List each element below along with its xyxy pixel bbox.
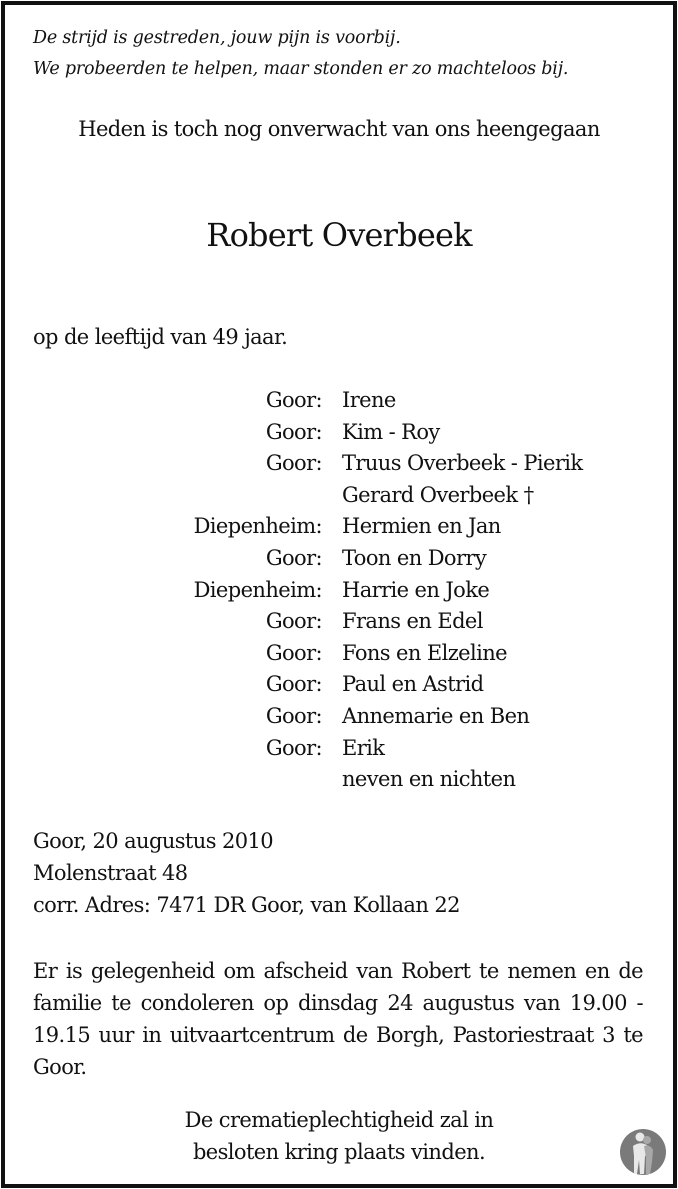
relative-row: Goor: Frans en Edel: [0, 609, 678, 641]
relative-place: Goor:: [265, 735, 323, 760]
age-line: op de leeftijd van 49 jaar.: [33, 325, 288, 349]
verse-line-2: We probeerden te helpen, maar stonden er…: [33, 59, 569, 79]
relative-row: Goor: Paul en Astrid: [0, 672, 678, 704]
relative-name: Harrie en Joke: [342, 577, 490, 602]
address-line-1: Goor, 20 augustus 2010: [33, 829, 274, 853]
relative-name: Kim - Roy: [342, 419, 440, 444]
closing-line-1: De crematieplechtigheid zal in: [184, 1108, 494, 1132]
deceased-name: Robert Overbeek: [206, 216, 472, 254]
relative-name: Irene: [342, 388, 396, 412]
relative-row: neven en nichten: [0, 767, 678, 799]
relative-row: Goor: Fons en Elzeline: [0, 641, 678, 673]
relative-name: Gerard Overbeek †: [342, 482, 534, 507]
relative-name: Toon en Dorry: [342, 546, 487, 570]
relative-row: Goor: Truus Overbeek - Pierik: [0, 451, 678, 483]
relative-row: Goor: Annemarie en Ben: [0, 704, 678, 736]
relative-row: Goor: Kim - Roy: [0, 420, 678, 452]
verse-line-1: De strijd is gestreden, jouw pijn is voo…: [33, 28, 401, 48]
relative-place: Goor:: [265, 546, 323, 570]
relative-place: Goor:: [265, 704, 323, 728]
relative-row: Diepenheim: Harrie en Joke: [0, 578, 678, 610]
intro-text: Heden is toch nog onverwacht van ons hee…: [78, 117, 600, 141]
relative-place: Goor:: [265, 451, 323, 476]
relative-row: Goor: Toon en Dorry: [0, 546, 678, 578]
relative-place: Goor:: [265, 640, 323, 665]
relative-row: Gerard Overbeek †: [0, 483, 678, 515]
visitation-paragraph: Er is gelegenheid om afscheid van Robert…: [33, 959, 644, 1079]
relative-place: Diepenheim:: [193, 577, 323, 602]
closing-line-2: besloten kring plaats vinden.: [192, 1140, 486, 1164]
relative-name: Truus Overbeek - Pierik: [342, 451, 583, 476]
relative-name: Erik: [342, 735, 385, 760]
embracing-figures-logo-icon: [620, 1129, 666, 1175]
relative-name: Frans en Edel: [342, 609, 483, 634]
relative-name: Paul en Astrid: [342, 672, 484, 697]
relative-place: Goor:: [265, 419, 323, 444]
relative-place: Diepenheim:: [193, 514, 323, 539]
relative-place: Goor:: [265, 672, 323, 697]
relative-row: Goor: Erik: [0, 736, 678, 768]
address-line-2: Molenstraat 48: [33, 861, 188, 885]
address-line-3: corr. Adres: 7471 DR Goor, van Kollaan 2…: [33, 893, 460, 917]
relative-row: Diepenheim: Hermien en Jan: [0, 514, 678, 546]
relative-name: Annemarie en Ben: [342, 704, 530, 728]
relative-name: Fons en Elzeline: [342, 640, 508, 665]
relative-row: Goor: Irene: [0, 388, 678, 420]
relative-place: Goor:: [265, 609, 323, 634]
relative-name: Hermien en Jan: [342, 514, 501, 539]
relative-name: neven en nichten: [342, 767, 516, 792]
relative-place: Goor:: [265, 388, 323, 412]
